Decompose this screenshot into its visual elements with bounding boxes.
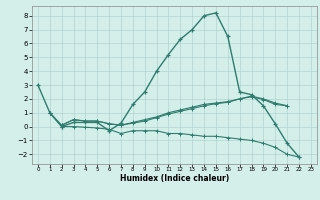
X-axis label: Humidex (Indice chaleur): Humidex (Indice chaleur): [120, 174, 229, 183]
